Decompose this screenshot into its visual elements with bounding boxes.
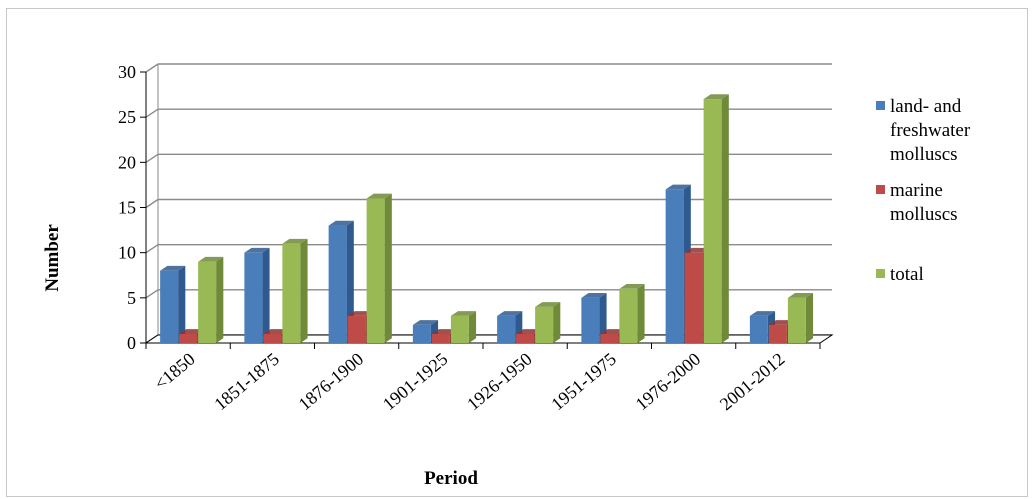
- bar-top: [497, 311, 523, 316]
- bar-top: [282, 238, 308, 244]
- y-tick-label: 20: [118, 152, 136, 172]
- bar: [179, 333, 198, 343]
- y-tick-label: 10: [118, 243, 136, 263]
- bar-side: [178, 265, 186, 343]
- bar: [619, 288, 638, 343]
- x-axis-title: Period: [424, 468, 478, 489]
- bar-side: [553, 302, 561, 343]
- x-tick-label: 1951-1975: [547, 349, 620, 414]
- bar: [263, 333, 282, 343]
- chart-frame: [6, 8, 1028, 497]
- bar-side: [599, 293, 607, 343]
- legend-swatch: [876, 269, 885, 278]
- bar-top: [347, 311, 373, 316]
- bar: [366, 198, 385, 343]
- gridline-depth: [145, 198, 159, 209]
- gridline-depth: [145, 63, 159, 73]
- x-tick-label: 2001-2012: [716, 349, 789, 414]
- legend-label: land- and freshwater molluscs: [890, 96, 971, 165]
- bar-top: [179, 329, 205, 334]
- legend-swatch: [876, 185, 885, 194]
- bar-top: [619, 284, 645, 289]
- y-tick-label: 15: [118, 198, 136, 218]
- bar-top: [244, 247, 270, 253]
- gridline-depth: [145, 153, 159, 163]
- bar: [516, 333, 535, 343]
- bar-top: [198, 256, 224, 262]
- bar-side: [216, 256, 224, 343]
- x-tick-label: 1926-1950: [463, 349, 536, 414]
- bar: [703, 99, 722, 343]
- bar: [328, 225, 347, 343]
- x-tick-label: 1851-1875: [210, 349, 283, 414]
- bar-side: [468, 311, 477, 343]
- bar: [431, 333, 450, 343]
- y-axis-title: Number: [42, 224, 63, 292]
- legend-label: marine molluscs: [890, 180, 958, 225]
- bar-top: [160, 265, 186, 271]
- legend: land- and freshwater molluscs marine mollusc…: [876, 96, 971, 285]
- bar-top: [412, 320, 439, 325]
- bar-top: [450, 311, 477, 316]
- bar-side: [384, 193, 392, 343]
- bar: [600, 333, 619, 343]
- y-axis-ticks: 0 5 10 15 20 25 30: [118, 62, 136, 353]
- bar-top: [787, 293, 814, 298]
- legend-swatch: [876, 101, 885, 110]
- x-tick-label: <1850: [150, 349, 198, 394]
- bar: [665, 189, 684, 343]
- bar: [768, 324, 787, 343]
- x-tick-label: 1901-1925: [379, 349, 452, 414]
- y-tick-label: 30: [118, 62, 136, 82]
- bar-top: [263, 329, 289, 334]
- x-tick-label: 1976-2000: [632, 349, 705, 414]
- bars: [160, 94, 814, 343]
- bar: [450, 315, 469, 343]
- y-tick-label: 0: [127, 333, 136, 353]
- bar-side: [262, 247, 270, 343]
- legend-label: total: [890, 264, 924, 285]
- bar-top: [328, 220, 354, 226]
- bar: [535, 306, 554, 343]
- bar-side: [300, 238, 308, 343]
- bar: [412, 324, 431, 343]
- bar-top: [665, 184, 691, 190]
- bar-side: [721, 94, 729, 343]
- bar-top: [516, 329, 542, 334]
- bar-side: [805, 293, 814, 343]
- bar-top: [366, 193, 392, 199]
- bar-top: [703, 94, 729, 100]
- gridline-depth: [145, 289, 159, 299]
- bar: [787, 297, 806, 343]
- bar-top: [600, 329, 626, 334]
- bar-top: [581, 293, 607, 298]
- bar: [497, 315, 516, 343]
- bar: [198, 261, 217, 343]
- gridline-depth: [145, 108, 159, 118]
- bar: [684, 252, 703, 343]
- bar-top: [535, 302, 561, 307]
- bar-top: [749, 311, 776, 316]
- bar-side: [637, 284, 645, 343]
- gridline-depth: [145, 244, 159, 254]
- bar-side: [346, 220, 354, 343]
- bar: [282, 243, 301, 343]
- bar: [244, 252, 263, 343]
- bar: [160, 270, 179, 343]
- x-tick-label: 1876-1900: [295, 349, 368, 414]
- y-tick-label: 25: [118, 107, 136, 127]
- y-tick-label: 5: [127, 288, 136, 308]
- bar-top: [768, 320, 795, 325]
- bar: [581, 297, 600, 343]
- bar-top: [684, 247, 710, 253]
- bar-top: [431, 329, 458, 334]
- bar: [749, 315, 768, 343]
- bar: [347, 315, 366, 343]
- x-axis-ticks: <1850 1851-1875 1876-1900 1901-1925 1926-195…: [145, 343, 821, 414]
